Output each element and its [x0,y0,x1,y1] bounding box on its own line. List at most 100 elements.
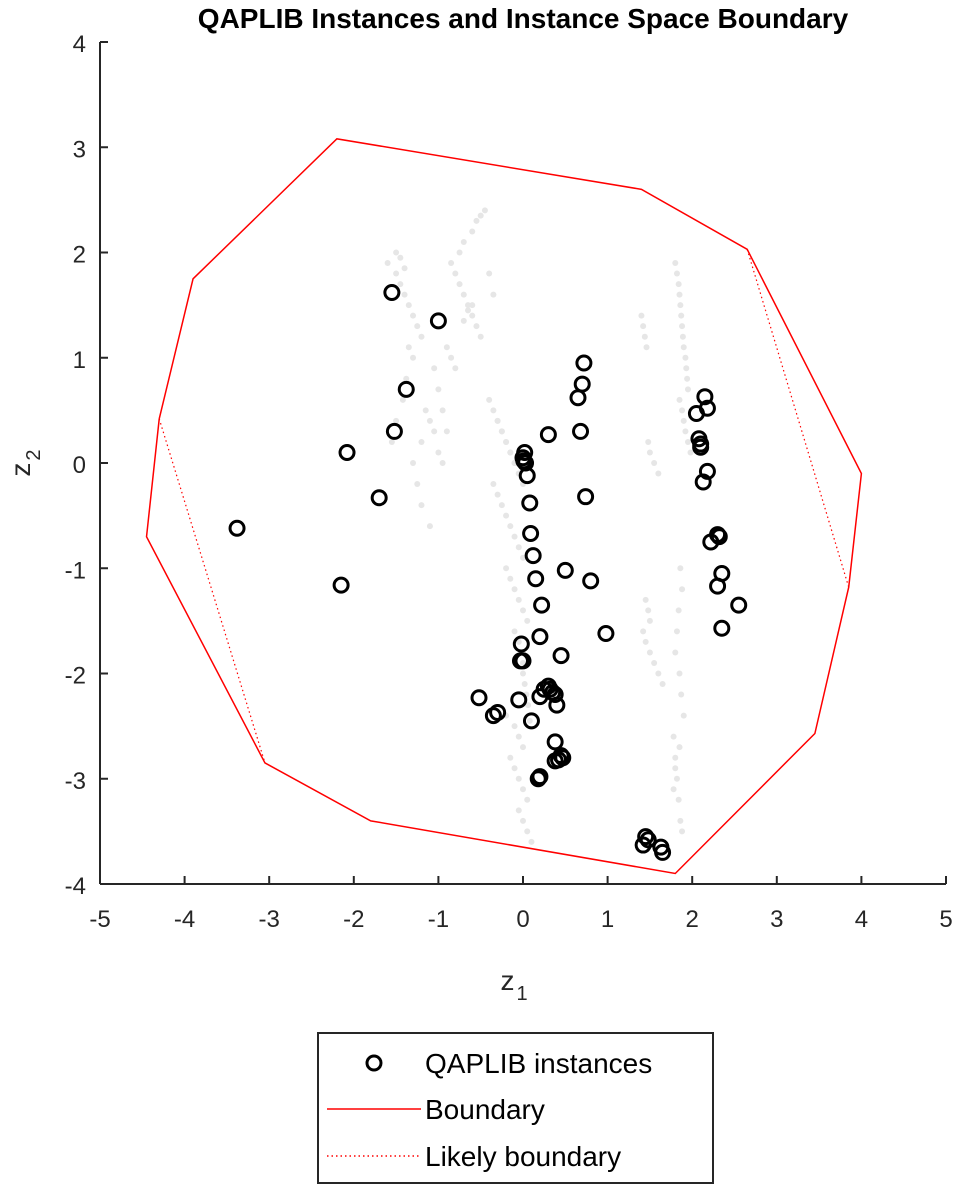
background-point [507,575,514,582]
background-point [418,502,425,509]
y-ticks: -4 -3 -2 -1 0 1 2 3 4 [65,31,108,900]
background-point [526,717,533,724]
background-point [507,754,514,761]
background-point [399,396,406,403]
background-point [672,649,679,656]
background-point [469,228,476,235]
background-point [507,449,514,456]
x-tick-label: 3 [770,906,783,933]
instance-point [552,647,570,665]
background-points [384,207,694,845]
background-point [490,481,497,488]
background-point [469,312,476,319]
background-point [655,470,662,477]
background-point [465,307,472,314]
instance-point [429,312,447,330]
background-point [393,417,400,424]
background-point [673,628,680,635]
background-point [405,344,412,351]
background-point [670,733,677,740]
background-point [422,407,429,414]
background-point [426,417,433,424]
background-point [673,270,680,277]
background-point [503,438,510,445]
y-tick-label: -1 [65,557,86,584]
instance-point [535,680,553,698]
background-point [520,786,526,793]
background-point [418,333,425,340]
instance-point [572,422,590,440]
background-point [659,681,666,688]
background-point [645,438,652,445]
background-point [638,312,645,319]
background-point [645,607,652,614]
background-point [684,386,691,393]
background-point [410,312,417,319]
background-point [405,302,412,309]
instance-point [692,438,710,456]
legend-label-boundary: Boundary [425,1094,545,1125]
background-point [679,828,686,835]
background-point [515,596,522,603]
background-point [494,491,501,498]
background-point [679,407,686,414]
instance-point [546,752,564,770]
background-point [683,365,690,372]
background-point [641,333,648,340]
background-point [431,428,438,435]
background-point [469,302,476,309]
background-point [687,449,694,456]
background-point [646,649,653,656]
x-tick-label: -4 [174,906,195,933]
background-point [680,344,687,351]
instance-point [710,528,728,546]
background-point [465,302,472,309]
background-point [684,375,691,382]
background-point [642,596,649,603]
instance-point [597,625,615,643]
x-tick-label: 4 [855,906,868,933]
background-point [515,775,522,782]
background-point [503,512,510,519]
instance-point [713,619,731,637]
background-point [490,291,497,298]
background-point [448,354,455,361]
background-point [670,786,677,793]
background-point [414,481,421,488]
likely-boundary-line [158,418,266,764]
x-tick-label: -3 [259,906,280,933]
background-point [651,659,658,666]
background-point [515,544,522,551]
instance-point [531,628,549,646]
instance-point [514,652,532,670]
background-point [511,533,518,540]
background-point [524,828,531,835]
background-point [511,765,518,772]
background-point [397,254,404,261]
y-tick-label: -4 [65,873,86,900]
y-axis-label-text: z2 [5,449,45,476]
background-point [426,523,433,530]
instance-point [696,388,714,406]
instance-points [228,283,748,861]
axes [99,42,946,885]
instance-point [569,389,587,407]
instance-point [338,443,356,461]
background-point [651,460,658,466]
instance-point [510,691,528,709]
background-point [443,428,450,435]
background-point [682,354,689,361]
background-point [481,207,488,214]
x-tick-label: 5 [939,906,952,933]
background-point [503,565,510,572]
background-point [511,723,518,730]
background-point [431,365,438,372]
instance-point [385,422,403,440]
x-ticks: -5 -4 -3 -2 -1 0 1 2 3 4 5 [89,876,953,933]
instance-point [577,488,595,506]
instance-point [527,570,545,588]
background-point [520,744,526,751]
background-point [672,754,679,761]
